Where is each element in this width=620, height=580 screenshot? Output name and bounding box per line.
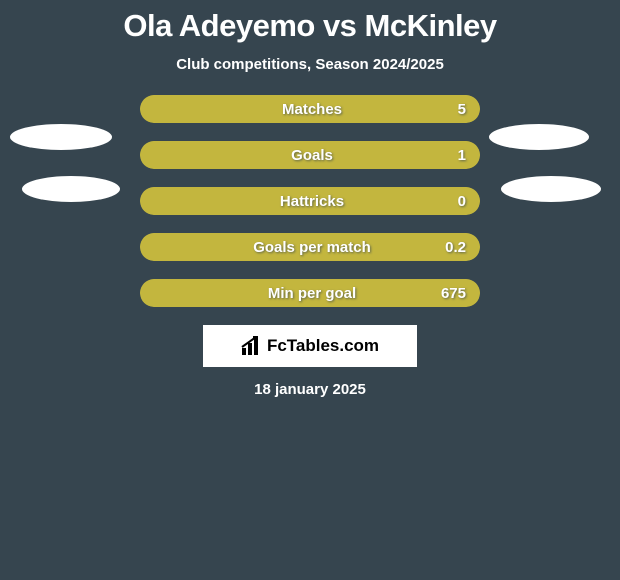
player-right-marker-2 (501, 176, 601, 202)
stat-content: Min per goal 675 (140, 279, 480, 307)
stat-row: Goals per match 0.2 (140, 233, 480, 261)
stat-content: Goals per match 0.2 (140, 233, 480, 261)
player-right-marker-1 (489, 124, 589, 150)
comparison-card: Ola Adeyemo vs McKinley Club competition… (0, 0, 620, 398)
brand-text: FcTables.com (267, 336, 379, 356)
stats-rows: Matches 5 Goals 1 Hattricks 0 Goals (140, 95, 480, 307)
stat-label: Min per goal (154, 285, 430, 302)
stat-value: 5 (430, 101, 466, 118)
page-title: Ola Adeyemo vs McKinley (0, 8, 620, 44)
stat-row: Goals 1 (140, 141, 480, 169)
stat-row: Hattricks 0 (140, 187, 480, 215)
stat-value: 675 (430, 285, 466, 302)
stat-label: Goals (154, 147, 430, 164)
stat-row: Min per goal 675 (140, 279, 480, 307)
bars-icon (241, 336, 263, 356)
stat-content: Goals 1 (140, 141, 480, 169)
stat-value: 0 (430, 193, 466, 210)
player-left-marker-1 (10, 124, 112, 150)
stat-value: 1 (430, 147, 466, 164)
stat-content: Matches 5 (140, 95, 480, 123)
stat-label: Hattricks (154, 193, 430, 210)
stat-content: Hattricks 0 (140, 187, 480, 215)
stat-label: Matches (154, 101, 430, 118)
stat-label: Goals per match (154, 239, 430, 256)
stat-row: Matches 5 (140, 95, 480, 123)
subtitle: Club competitions, Season 2024/2025 (0, 56, 620, 73)
player-left-marker-2 (22, 176, 120, 202)
date-text: 18 january 2025 (0, 381, 620, 398)
brand-badge: FcTables.com (203, 325, 417, 367)
stat-value: 0.2 (430, 239, 466, 256)
